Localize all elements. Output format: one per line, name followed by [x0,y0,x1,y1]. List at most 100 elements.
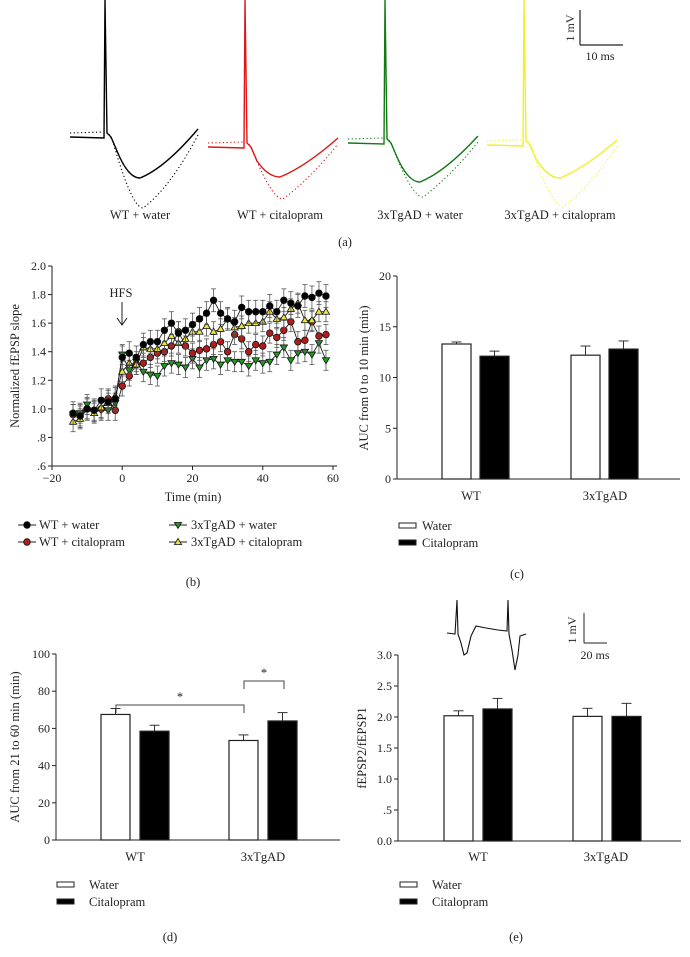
e-ylabel: fEPSP2/fEPSP1 [355,707,369,788]
fepsp-trace [486,0,618,179]
bar-3xtgad-citalopram [267,720,298,841]
data-point [237,358,246,366]
data-point [209,327,218,335]
baseline-trace-dotted [486,139,618,208]
b-xlabel: Time (min) [165,490,222,504]
panel-d: AUC from 21 to 60 min (min) WT 3xTgAD Wa… [8,666,285,944]
legend-swatch-citalopram [399,898,418,905]
data-point [321,307,331,315]
legend-swatch-water [398,522,417,529]
b-y-tick-label: 2.0 [31,259,46,273]
c-ylabel: AUC from 0 to 10 min (min) [357,305,371,450]
data-point [118,353,126,362]
hfs-label: HFS [110,286,133,300]
data-point [265,358,275,366]
caption-a: (a) [338,235,352,249]
e-legend-water: Water [432,878,462,892]
data-point [202,321,211,329]
bar-wt-water [443,715,474,842]
data-point [153,338,162,346]
data-point [230,358,239,366]
b-y-tick-label: 1.8 [31,288,46,302]
data-point [294,338,302,346]
data-point [160,338,169,347]
bar-3xtgad-water [572,715,603,842]
d-y-tick-label: 100 [32,647,50,661]
panel-c: AUC from 0 to 10 min (min) WT 3xTgAD Wat… [357,305,627,581]
b-y-tick-label: .8 [37,430,46,444]
b-y-tick-label: 1.6 [31,316,46,330]
data-point [209,296,218,304]
data-point [167,360,176,368]
d-legend-citalopram: Citalopram [89,895,146,909]
data-point [301,292,309,300]
b-x-tick-label: 40 [257,471,269,485]
data-point [202,309,211,317]
bar-3xtgad-citalopram [608,348,639,480]
scale-v-label: 1 mV [563,14,577,41]
data-point [181,364,190,372]
c-y-tick-label: 15 [379,320,391,334]
data-point [321,357,331,365]
b-y-tick-label: 1.0 [31,402,46,416]
data-point [258,360,268,368]
data-point [216,361,225,369]
caption-c: (c) [510,567,524,581]
data-point [167,319,176,327]
data-point [300,316,310,324]
legend-marker [23,521,31,529]
b-y-tick-label: .6 [37,459,46,473]
data-point [307,316,317,324]
data-point [146,371,155,379]
data-point [195,346,204,354]
bar-3xtgad-citalopram [611,715,642,842]
e-y-tick-label: 0.0 [377,834,392,848]
data-point [90,406,98,414]
data-point [139,340,148,349]
c-legend-water: Water [422,519,452,533]
legend-label-wt-citalopram: WT + citalopram [39,535,125,549]
data-point [279,344,289,352]
panel-e: fEPSP2/fEPSP1 WT 3xTgAD Water Citalopram… [355,599,628,944]
data-point [104,398,112,406]
panel-b: Normalized fEPSP slope Time (min) HFS (b… [8,286,302,589]
b-x-tick-label: 60 [327,471,339,485]
b-x-tick-label: 0 [119,471,125,485]
legend-marker [173,537,183,545]
data-point [97,396,105,404]
legend-swatch-citalopram [56,898,75,905]
significance-bracket-2 [243,680,285,689]
data-point [167,331,176,339]
d-y-tick-label: 0 [44,833,50,847]
data-point [223,348,232,356]
data-point [259,308,267,316]
significance-star-2: * [261,666,267,680]
d-legend-water: Water [89,878,119,892]
e-cat-wt: WT [468,850,488,864]
significance-star-1: * [177,690,183,704]
data-point [174,361,183,369]
data-point [322,330,330,339]
e-y-tick-label: 2.0 [377,710,392,724]
e-y-tick-label: 1.5 [377,741,392,755]
data-point [287,299,295,307]
c-y-tick-label: 10 [379,371,391,385]
legend-label-wt-water: WT + water [39,518,100,532]
data-point [209,340,218,349]
data-point [252,308,260,316]
c-legend-citalopram: Citalopram [422,536,479,550]
data-point [230,318,239,326]
bar-3xtgad-water [228,739,259,841]
data-point [216,338,225,346]
bar-wt-citalopram [479,355,510,480]
e-legend-citalopram: Citalopram [432,895,489,909]
legend-label-3xtgad-citalopram: 3xTgAD + citalopram [191,535,302,549]
legend-swatch-water [399,881,418,888]
d-y-tick-label: 80 [38,684,50,698]
data-point [252,340,260,349]
data-point [237,303,246,312]
baseline-trace-dotted [347,137,479,198]
significance-bracket-1 [115,704,245,713]
data-point [314,307,324,315]
data-point [244,363,254,371]
